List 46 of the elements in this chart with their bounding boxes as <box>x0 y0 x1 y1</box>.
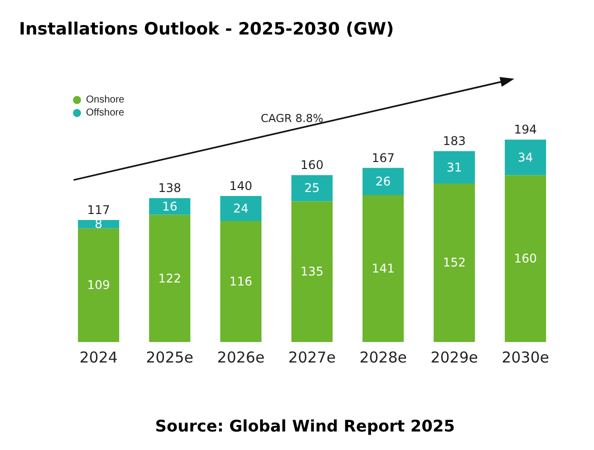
bar <box>362 168 404 195</box>
bar <box>220 196 262 222</box>
bar <box>504 175 546 342</box>
data-label: 152 <box>442 256 466 270</box>
data-label: 31 <box>446 160 462 174</box>
bar <box>291 175 333 202</box>
total-label: 194 <box>514 122 537 137</box>
data-label: 135 <box>300 264 324 279</box>
legend-label: Offshore <box>86 108 125 118</box>
data-label: 122 <box>158 271 182 286</box>
data-label: 160 <box>514 252 537 266</box>
text: CAGR 8.8% <box>260 112 324 125</box>
data-label: 34 <box>518 150 534 164</box>
chart-title: Installations Outlook - 2025-2030 (GW) <box>19 20 394 40</box>
total-label: 140 <box>229 179 252 193</box>
x-tick-label: 2030e <box>502 348 550 366</box>
x-tick-label: 2024 <box>79 348 118 366</box>
data-label: 141 <box>372 261 395 276</box>
x-tick-label: 2029e <box>430 348 478 366</box>
bar <box>78 228 120 342</box>
bar <box>291 201 333 342</box>
bar <box>434 151 475 184</box>
data-label: 116 <box>229 274 252 289</box>
total-label: 160 <box>300 158 324 172</box>
total-label: 167 <box>372 150 395 165</box>
total-label: 117 <box>87 202 110 217</box>
bar <box>149 214 190 342</box>
bar <box>220 221 262 342</box>
data-label: 16 <box>162 199 178 214</box>
x-tick-label: 2025e <box>146 348 194 366</box>
source-note: Source: Global Wind Report 2025 <box>155 416 455 436</box>
x-tick-label: 2028e <box>359 348 407 366</box>
data-label: 25 <box>304 181 320 196</box>
x-tick-label: 2026e <box>217 348 265 366</box>
data-label: 109 <box>87 278 110 292</box>
legend-label: Onshore <box>86 94 125 106</box>
bar <box>78 220 120 228</box>
total-label: 183 <box>442 134 466 148</box>
data-label: 26 <box>376 174 391 188</box>
x-tick-label: 2027e <box>288 348 336 366</box>
bar <box>149 198 190 215</box>
total-label: 138 <box>158 181 182 196</box>
data-label: 24 <box>233 202 248 216</box>
bar <box>434 183 475 342</box>
bar <box>504 140 546 176</box>
bar <box>362 194 404 342</box>
